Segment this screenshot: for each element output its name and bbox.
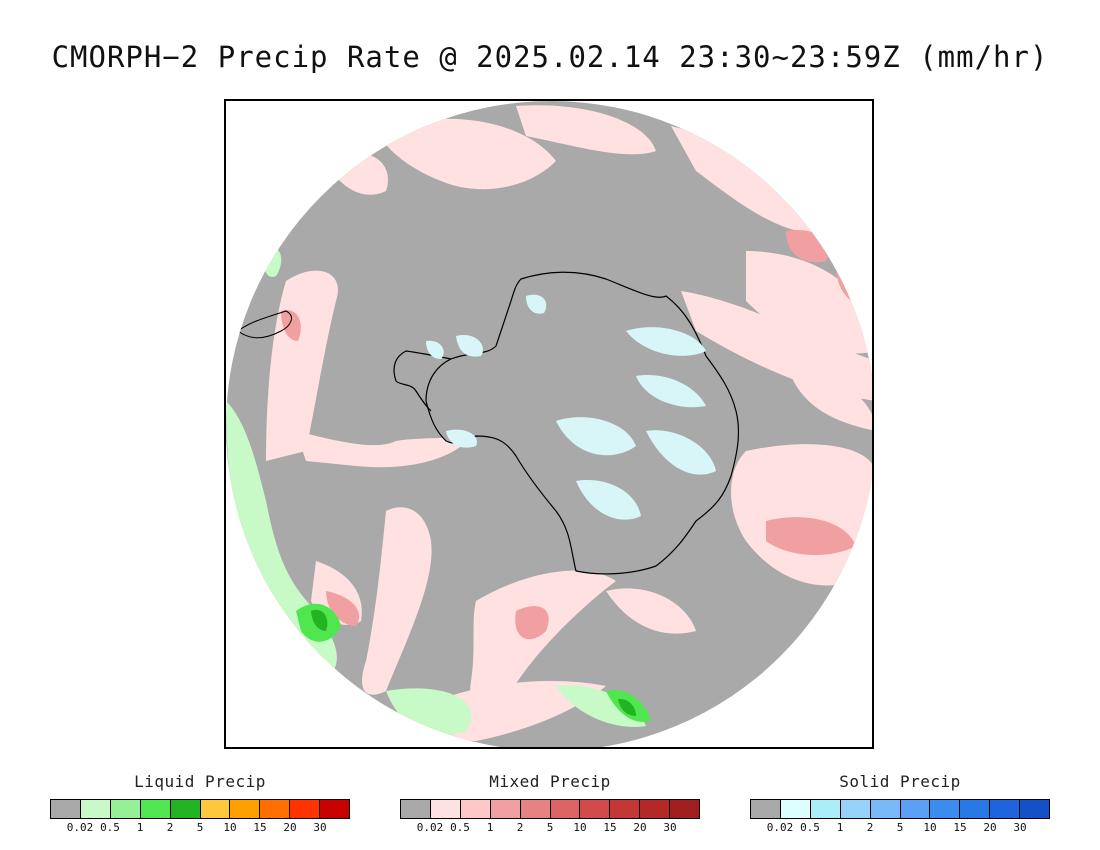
tick-label: 10 — [923, 821, 937, 834]
swatch — [460, 800, 491, 818]
swatch — [990, 800, 1021, 818]
colorbar-ticks-liquid: 0.02 0.5 1 2 5 10 15 20 30 — [50, 821, 350, 837]
swatch — [670, 800, 700, 818]
swatch — [200, 800, 231, 818]
tick-label: 5 — [546, 821, 554, 834]
mixed-precip-areas — [266, 105, 872, 741]
swatch — [230, 800, 261, 818]
legend-solid: Solid Precip 0.02 0.5 1 2 5 10 15 20 30 — [750, 772, 1050, 837]
legend-title-liquid: Liquid Precip — [134, 772, 266, 791]
colorbar-liquid — [50, 799, 350, 819]
tick-label: 30 — [663, 821, 677, 834]
map-title: CMORPH−2 Precip Rate @ 2025.02.14 23:30~… — [51, 40, 1049, 74]
colorbar-ticks-solid: 0.02 0.5 1 2 5 10 15 20 30 — [750, 821, 1050, 837]
swatch — [110, 800, 141, 818]
swatch — [401, 800, 431, 818]
polar-map-svg — [226, 101, 872, 747]
legend-title-mixed: Mixed Precip — [489, 772, 611, 791]
tick-label: 0.02 — [766, 821, 794, 834]
swatch — [430, 800, 461, 818]
swatch — [780, 800, 811, 818]
legend-title-solid: Solid Precip — [839, 772, 961, 791]
swatch — [320, 800, 350, 818]
tick-label: 20 — [283, 821, 297, 834]
tick-label: 0.02 — [66, 821, 94, 834]
tick-label: 2 — [866, 821, 874, 834]
swatch — [960, 800, 991, 818]
swatch — [260, 800, 291, 818]
tick-label: 10 — [223, 821, 237, 834]
swatch — [550, 800, 581, 818]
swatch — [580, 800, 611, 818]
swatch — [640, 800, 671, 818]
tick-label: 15 — [603, 821, 617, 834]
tick-label: 30 — [313, 821, 327, 834]
tick-label: 1 — [836, 821, 844, 834]
colorbar-solid — [750, 799, 1050, 819]
swatch — [610, 800, 641, 818]
swatch — [51, 800, 81, 818]
tick-label: 0.5 — [100, 821, 120, 834]
swatch — [810, 800, 841, 818]
tick-label: 5 — [196, 821, 204, 834]
swatch — [490, 800, 521, 818]
swatch — [900, 800, 931, 818]
south-america-coast — [237, 310, 292, 339]
tick-label: 0.02 — [416, 821, 444, 834]
swatch — [80, 800, 111, 818]
tick-label: 2 — [166, 821, 174, 834]
swatch — [140, 800, 171, 818]
tick-label: 1 — [136, 821, 144, 834]
swatch — [290, 800, 321, 818]
tick-label: 15 — [253, 821, 267, 834]
swatch — [1020, 800, 1050, 818]
precip-map — [224, 99, 874, 749]
tick-label: 2 — [516, 821, 524, 834]
colorbar-ticks-mixed: 0.02 0.5 1 2 5 10 15 20 30 — [400, 821, 700, 837]
legend-mixed: Mixed Precip 0.02 0.5 1 2 5 10 15 20 30 — [400, 772, 700, 837]
tick-label: 0.5 — [800, 821, 820, 834]
tick-label: 0.5 — [450, 821, 470, 834]
tick-label: 5 — [896, 821, 904, 834]
tick-label: 1 — [486, 821, 494, 834]
solid-precip-areas — [426, 294, 716, 520]
tick-label: 15 — [953, 821, 967, 834]
liquid-precip-heavy — [296, 603, 651, 722]
tick-label: 10 — [573, 821, 587, 834]
tick-label: 30 — [1013, 821, 1027, 834]
legend-liquid: Liquid Precip 0.02 0.5 1 2 5 10 15 20 30 — [50, 772, 350, 837]
tick-label: 20 — [633, 821, 647, 834]
colorbar-mixed — [400, 799, 700, 819]
swatch — [520, 800, 551, 818]
swatch — [930, 800, 961, 818]
tick-label: 20 — [983, 821, 997, 834]
swatch — [170, 800, 201, 818]
swatch — [870, 800, 901, 818]
antarctic-peninsula — [393, 350, 452, 412]
swatch — [840, 800, 871, 818]
swatch — [751, 800, 781, 818]
